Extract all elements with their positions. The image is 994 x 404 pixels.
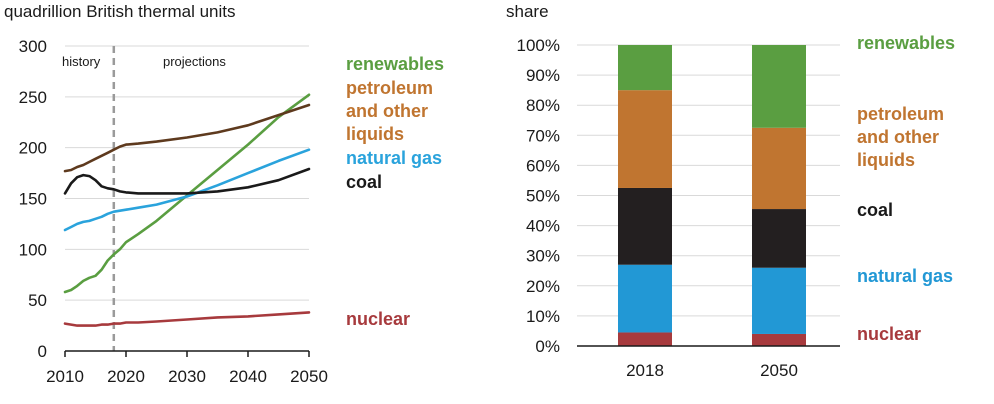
bar-legend-label-liquids: liquids <box>857 150 915 170</box>
line-chart: quadrillion British thermal units 0 50 100… <box>4 2 444 386</box>
series-line-natural-gas <box>63 148 311 232</box>
line-chart-ylabel: quadrillion British thermal units <box>4 2 236 21</box>
line-chart-x-tick-labels: 2010 2020 2030 2040 2050 <box>46 367 328 386</box>
bar-segment-2050-coal <box>752 209 806 268</box>
line-chart-y-tick-labels: 0 50 100 150 200 250 300 <box>19 37 47 361</box>
bar-y-tick-label-20: 20% <box>526 277 560 296</box>
category-label-2018: 2018 <box>626 361 664 380</box>
bar-segment-2018-renewables <box>618 45 672 91</box>
series-line-petroleum-and-other-liquids <box>63 103 311 173</box>
legend-label-and-other: and other <box>346 101 428 121</box>
bar-segment-2018-nuclear <box>618 332 672 346</box>
series-line-coal <box>63 167 311 195</box>
line-chart-series <box>63 93 311 327</box>
bar-segment-2018-coal <box>618 187 672 265</box>
bar-chart-bars <box>618 45 806 346</box>
bar-y-tick-label-30: 30% <box>526 247 560 266</box>
bar-y-tick-label-100: 100% <box>517 36 560 55</box>
bar-y-tick-label-80: 80% <box>526 96 560 115</box>
series-line-renewables <box>63 93 311 294</box>
bar-y-tick-label-50: 50% <box>526 187 560 206</box>
x-tick-label-2030: 2030 <box>168 367 206 386</box>
bar-legend-label-renewables: renewables <box>857 33 955 53</box>
bar-y-tick-label-70: 70% <box>526 126 560 145</box>
x-tick-label-2010: 2010 <box>46 367 84 386</box>
bar-legend-label-petroleum: petroleum <box>857 104 944 124</box>
bar-chart-y-tick-labels: 0% 10% 20% 30% 40% 50% 60% 70% 80% 90% 100% <box>517 36 560 356</box>
x-tick-label-2020: 2020 <box>107 367 145 386</box>
bar-legend-label-nuclear: nuclear <box>857 324 921 344</box>
bar-chart-ylabel: share <box>506 2 549 21</box>
bar-y-tick-label-40: 40% <box>526 217 560 236</box>
bar-y-tick-label-90: 90% <box>526 66 560 85</box>
projections-annotation: projections <box>163 54 226 69</box>
bar-y-tick-label-0: 0% <box>535 337 560 356</box>
bar-segment-2050-renewables <box>752 45 806 128</box>
line-chart-axes <box>64 350 310 357</box>
legend-label-liquids: liquids <box>346 124 404 144</box>
bar-y-tick-label-60: 60% <box>526 156 560 175</box>
bar-segment-2050-petroleum-and-other-liquids <box>752 127 806 210</box>
bar-legend-label-and-other: and other <box>857 127 939 147</box>
bar-legend-label-natural-gas: natural gas <box>857 266 953 286</box>
bar-segment-2018-petroleum-and-other-liquids <box>618 90 672 188</box>
y-tick-label-300: 300 <box>19 37 47 56</box>
line-chart-gridlines <box>65 45 309 301</box>
bar-chart-legend: renewables petroleum and other liquids coal n… <box>857 33 955 344</box>
history-annotation: history <box>62 54 101 69</box>
series-line-nuclear <box>63 311 311 327</box>
bar-legend-label-coal: coal <box>857 200 893 220</box>
x-tick-label-2050: 2050 <box>290 367 328 386</box>
legend-label-coal: coal <box>346 172 382 192</box>
y-tick-label-200: 200 <box>19 139 47 158</box>
legend-label-natural-gas: natural gas <box>346 148 442 168</box>
bar-segment-2050-natural-gas <box>752 267 806 334</box>
stacked-bar-chart: share 0%10%20%30%40%50%60%70%80%90%100% … <box>506 2 955 380</box>
bar-y-tick-label-10: 10% <box>526 307 560 326</box>
legend-label-nuclear: nuclear <box>346 309 410 329</box>
bar-segment-2018-natural-gas <box>618 264 672 333</box>
category-label-2050: 2050 <box>760 361 798 380</box>
y-tick-label-250: 250 <box>19 88 47 107</box>
y-tick-label-100: 100 <box>19 240 47 259</box>
line-chart-legend: renewables petroleum and other liquids natur… <box>346 54 444 329</box>
y-tick-label-150: 150 <box>19 190 47 209</box>
y-tick-label-0: 0 <box>38 342 47 361</box>
x-tick-label-2040: 2040 <box>229 367 267 386</box>
bar-chart-category-labels: 2018 2050 <box>626 361 798 380</box>
y-tick-label-50: 50 <box>28 291 47 310</box>
legend-label-renewables: renewables <box>346 54 444 74</box>
legend-label-petroleum: petroleum <box>346 78 433 98</box>
bar-segment-2050-nuclear <box>752 333 806 346</box>
